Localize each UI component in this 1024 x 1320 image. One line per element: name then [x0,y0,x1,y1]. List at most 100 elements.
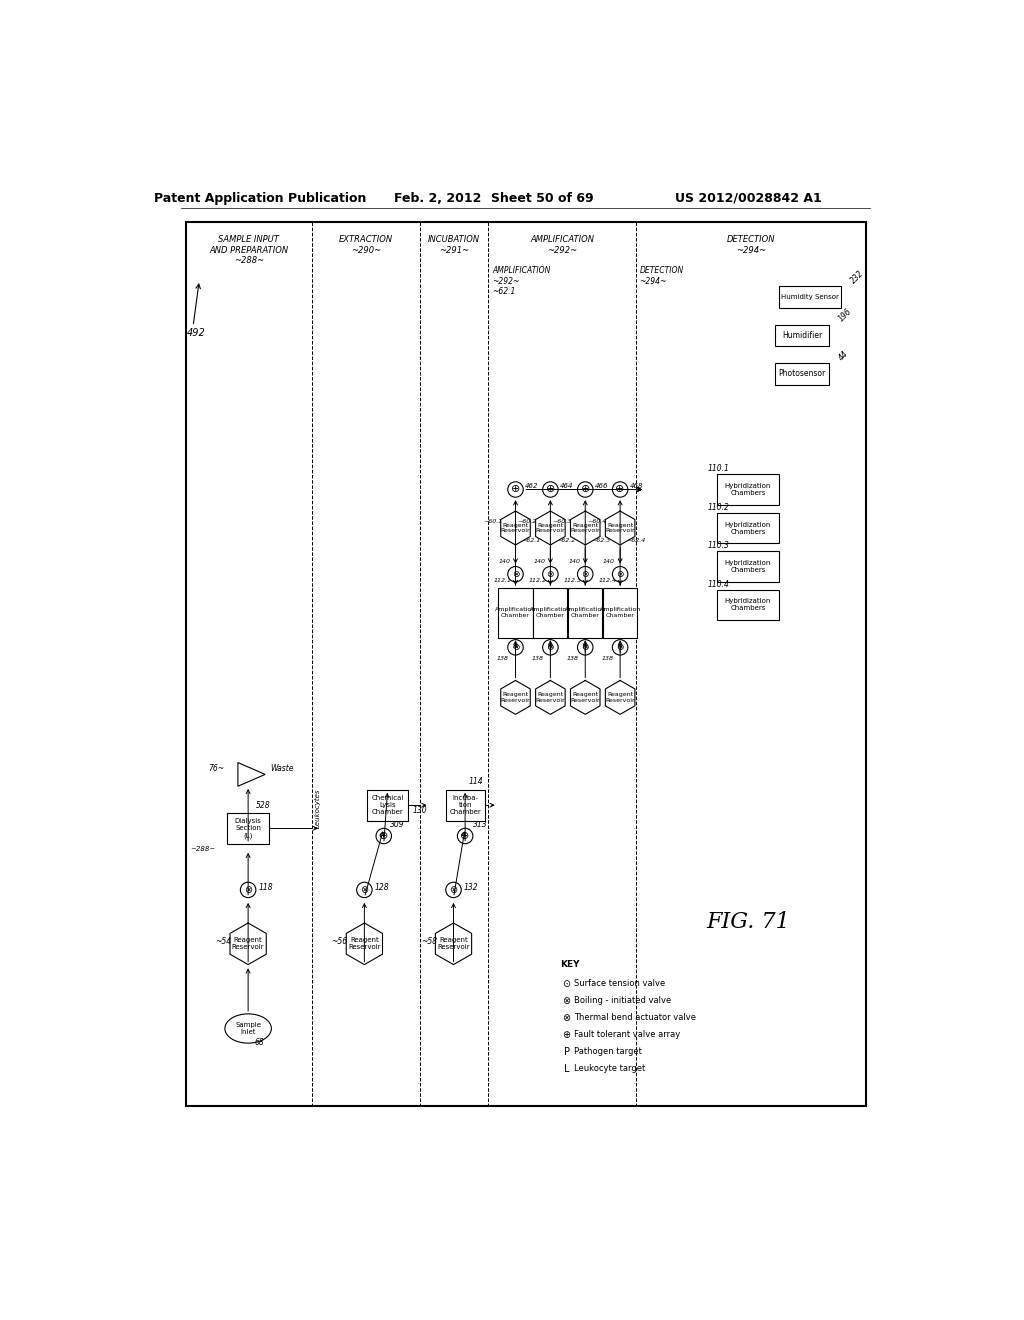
Text: 492: 492 [187,327,206,338]
Text: Reagent
Reservoir: Reagent Reservoir [605,523,635,533]
Text: 110.3: 110.3 [708,541,729,550]
Circle shape [543,640,558,655]
Text: 138: 138 [531,656,544,661]
Text: Incuba-
tion
Chamber: Incuba- tion Chamber [450,795,481,816]
Circle shape [612,566,628,582]
Text: 140: 140 [534,560,546,565]
Text: Hybridization
Chambers: Hybridization Chambers [725,560,771,573]
Circle shape [508,482,523,498]
Text: 309: 309 [390,820,404,829]
Circle shape [508,566,523,582]
Text: ⊗: ⊗ [616,570,624,578]
Text: US 2012/0028842 A1: US 2012/0028842 A1 [675,191,821,205]
Text: 138: 138 [566,656,579,661]
Text: ~60.1: ~60.1 [483,519,502,524]
Circle shape [612,482,628,498]
Text: ⊗: ⊗ [450,884,458,895]
Text: DETECTION
~294~: DETECTION ~294~ [640,267,684,285]
Text: Reagent
Reservoir: Reagent Reservoir [437,937,470,950]
Text: 138: 138 [497,656,509,661]
Polygon shape [230,923,266,965]
Polygon shape [605,681,635,714]
Text: Feb. 2, 2012: Feb. 2, 2012 [394,191,481,205]
Text: Sample
Inlet: Sample Inlet [236,1022,261,1035]
Text: ⊗: ⊗ [547,643,554,652]
Bar [603,587,637,638]
Bar [717,590,779,620]
Text: KEY: KEY [560,960,580,969]
Text: Photosensor: Photosensor [778,370,826,379]
Text: 76~: 76~ [208,763,224,772]
Text: Chemical
Lysis
Chamber: Chemical Lysis Chamber [372,795,403,816]
Circle shape [356,882,372,898]
Bar [717,552,779,582]
Bar [568,587,602,638]
Circle shape [612,640,628,655]
Text: 110.1: 110.1 [708,465,729,473]
Text: ⊙: ⊙ [562,979,570,989]
Circle shape [578,640,593,655]
Text: ~288~: ~288~ [190,846,215,853]
Text: 110.2: 110.2 [708,503,729,512]
Bar [534,587,567,638]
Circle shape [543,566,558,582]
Text: ⊗: ⊗ [360,884,369,895]
Text: ⊗: ⊗ [616,643,624,652]
Text: Amplification
Chamber: Amplification Chamber [529,607,571,618]
Text: Hybridization
Chambers: Hybridization Chambers [725,598,771,611]
Text: Humidity Sensor: Humidity Sensor [781,294,839,300]
Text: ⊗: ⊗ [512,570,519,578]
Text: 468: 468 [630,483,643,488]
Circle shape [458,829,473,843]
Text: FIG. 71: FIG. 71 [707,911,790,933]
Text: 232: 232 [849,268,865,285]
Text: ⊗: ⊗ [582,570,589,578]
Text: ⊗: ⊗ [244,884,252,895]
Text: ~60.3: ~60.3 [553,519,572,524]
Text: 130: 130 [413,807,427,814]
Text: Reagent
Reservoir: Reagent Reservoir [536,523,565,533]
Text: Surface tension valve: Surface tension valve [574,979,666,989]
Text: Patent Application Publication: Patent Application Publication [154,191,366,205]
Text: 464: 464 [560,483,573,488]
Bar [445,789,484,821]
Text: Reagent
Reservoir: Reagent Reservoir [348,937,381,950]
Text: Reagent
Reservoir: Reagent Reservoir [501,523,530,533]
Bar [779,286,841,308]
Polygon shape [501,681,530,714]
Text: 140: 140 [499,560,510,565]
Bar [775,325,829,346]
Text: ⊕: ⊕ [546,484,555,495]
Circle shape [241,882,256,898]
Text: ⊕: ⊕ [461,832,470,841]
Bar [368,789,408,821]
Text: ~58: ~58 [421,937,437,946]
Text: Humidifier: Humidifier [782,331,822,341]
Circle shape [578,566,593,582]
Circle shape [376,829,391,843]
Text: Reagent
Reservoir: Reagent Reservoir [501,692,530,702]
Ellipse shape [225,1014,271,1043]
Text: AMPLIFICATION
~292~: AMPLIFICATION ~292~ [530,235,594,255]
Text: EXTRACTION
~290~: EXTRACTION ~290~ [339,235,393,255]
Text: 140: 140 [568,560,581,565]
Text: ⊕: ⊕ [511,484,520,495]
Text: ~54: ~54 [215,937,231,946]
Bar [186,222,866,1106]
Polygon shape [536,511,565,545]
Text: L: L [564,1064,569,1073]
Text: 128: 128 [375,883,389,892]
Text: 466: 466 [595,483,608,488]
Text: Reagent
Reservoir: Reagent Reservoir [231,937,264,950]
Text: P: P [563,1047,569,1056]
Text: Hybridization
Chambers: Hybridization Chambers [725,483,771,496]
Text: Amplification
Chamber: Amplification Chamber [599,607,641,618]
Text: ~62.1: ~62.1 [521,537,541,543]
Text: Reagent
Reservoir: Reagent Reservoir [536,692,565,702]
Bar [775,363,829,385]
Text: Thermal bend actuator valve: Thermal bend actuator valve [574,1014,696,1022]
Text: 462: 462 [524,483,539,488]
Text: 114: 114 [469,776,483,785]
Text: 112.2: 112.2 [528,578,547,583]
Text: 313: 313 [473,820,487,829]
